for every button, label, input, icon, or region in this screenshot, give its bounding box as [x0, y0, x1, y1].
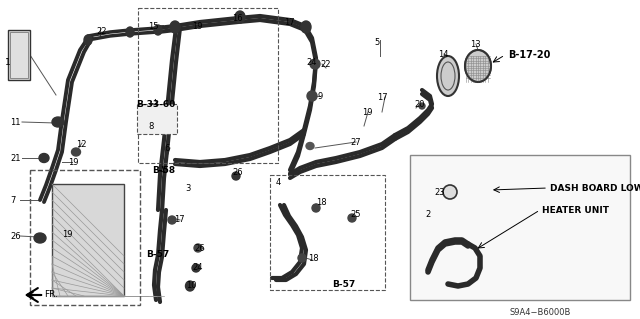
Text: 21: 21: [10, 154, 20, 163]
Text: 13: 13: [470, 40, 481, 49]
Text: 22: 22: [320, 60, 330, 69]
Text: 26: 26: [10, 232, 20, 241]
Ellipse shape: [34, 233, 46, 243]
Text: 10: 10: [186, 281, 196, 290]
Ellipse shape: [301, 21, 311, 33]
Text: 19: 19: [192, 22, 202, 31]
FancyBboxPatch shape: [52, 184, 124, 296]
Ellipse shape: [39, 153, 49, 162]
Text: 7: 7: [10, 196, 15, 205]
Text: 6: 6: [164, 144, 170, 153]
Ellipse shape: [192, 264, 200, 272]
Text: 26: 26: [232, 168, 243, 177]
Text: 24: 24: [306, 58, 317, 67]
Text: DASH BOARD LOWER: DASH BOARD LOWER: [550, 184, 640, 193]
Text: 8: 8: [148, 122, 154, 131]
Text: 20: 20: [414, 100, 424, 109]
Ellipse shape: [154, 25, 162, 35]
Text: 27: 27: [350, 138, 360, 147]
Text: FR.: FR.: [44, 290, 58, 299]
FancyArrowPatch shape: [27, 288, 41, 302]
Text: 16: 16: [232, 14, 243, 23]
Text: 22: 22: [96, 27, 106, 36]
Ellipse shape: [232, 172, 240, 180]
Ellipse shape: [443, 185, 457, 199]
Ellipse shape: [298, 254, 306, 262]
Text: B-57: B-57: [146, 250, 169, 259]
Ellipse shape: [348, 214, 356, 222]
Text: 26: 26: [194, 244, 205, 253]
Text: S9A4−B6000B: S9A4−B6000B: [510, 308, 572, 317]
Ellipse shape: [52, 117, 64, 127]
Ellipse shape: [72, 148, 81, 156]
Text: 4: 4: [276, 178, 281, 187]
Ellipse shape: [465, 50, 491, 82]
Ellipse shape: [437, 56, 459, 96]
Ellipse shape: [306, 143, 314, 150]
Text: B-58: B-58: [152, 166, 175, 175]
Ellipse shape: [310, 59, 320, 69]
Text: HEATER UNIT: HEATER UNIT: [542, 206, 609, 215]
FancyBboxPatch shape: [137, 104, 177, 134]
Text: 17: 17: [284, 18, 294, 27]
Text: 17: 17: [377, 93, 388, 102]
Text: 19: 19: [68, 158, 79, 167]
Ellipse shape: [235, 11, 245, 23]
Text: 24: 24: [192, 263, 202, 272]
Ellipse shape: [84, 35, 92, 45]
Ellipse shape: [307, 91, 317, 101]
Text: 3: 3: [185, 184, 190, 193]
Ellipse shape: [126, 27, 134, 37]
Text: 12: 12: [76, 140, 86, 149]
Text: 2: 2: [425, 210, 430, 219]
Text: 15: 15: [148, 22, 159, 31]
Text: B-17-20: B-17-20: [508, 50, 550, 60]
Ellipse shape: [419, 103, 425, 109]
FancyBboxPatch shape: [410, 155, 630, 300]
Text: 5: 5: [374, 38, 380, 47]
Text: 1: 1: [5, 58, 11, 67]
Text: 18: 18: [308, 254, 319, 263]
Ellipse shape: [312, 204, 320, 212]
Text: 19: 19: [62, 230, 72, 239]
Ellipse shape: [194, 244, 202, 252]
Text: B-57: B-57: [332, 280, 355, 289]
Text: 18: 18: [316, 198, 326, 207]
Text: B-33-60: B-33-60: [136, 100, 175, 109]
Ellipse shape: [186, 281, 195, 291]
Ellipse shape: [170, 21, 180, 33]
Text: 9: 9: [318, 92, 323, 101]
Text: 14: 14: [438, 50, 449, 59]
Text: 23: 23: [434, 188, 445, 197]
FancyBboxPatch shape: [8, 30, 30, 80]
Text: 17: 17: [174, 215, 184, 224]
Text: 19: 19: [362, 108, 372, 117]
Text: 25: 25: [350, 210, 360, 219]
Ellipse shape: [168, 216, 176, 224]
Text: 11: 11: [10, 118, 20, 127]
